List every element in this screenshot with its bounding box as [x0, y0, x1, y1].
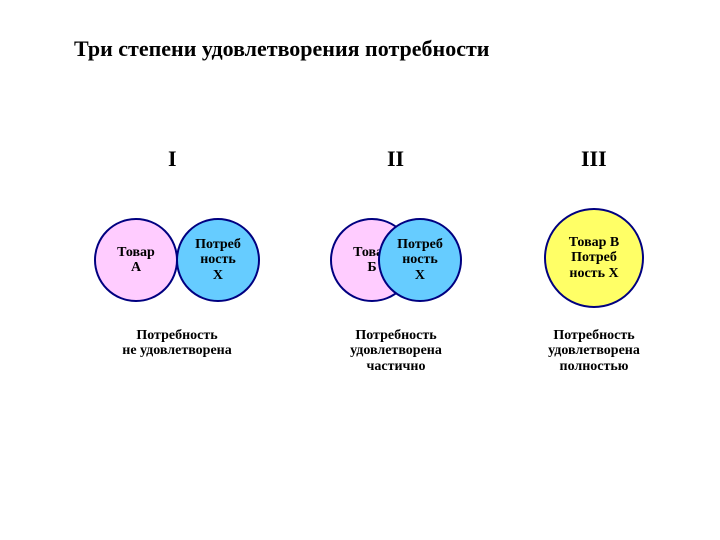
circle-c1-good: Товар А: [94, 218, 178, 302]
circle-label-c1-need: Потреб ность Х: [195, 237, 241, 283]
degree-numeral-3: III: [581, 146, 607, 172]
diagram-title: Три степени удовлетворения потребности: [74, 36, 489, 62]
degree-numeral-1: I: [168, 146, 177, 172]
caption-1: Потребность не удовлетворена: [77, 328, 277, 359]
circle-label-c3: Товар В Потреб ность Х: [569, 235, 620, 281]
caption-2: Потребность удовлетворена частично: [296, 328, 496, 374]
circle-label-c2-need: Потреб ность Х: [397, 237, 443, 283]
degree-numeral-2: II: [387, 146, 404, 172]
circle-label-c1-good: Товар А: [117, 245, 155, 276]
circle-c1-need: Потреб ность Х: [176, 218, 260, 302]
circle-c2-need: Потреб ность Х: [378, 218, 462, 302]
caption-3: Потребность удовлетворена полностью: [494, 328, 694, 374]
circle-c3: Товар В Потреб ность Х: [544, 208, 644, 308]
